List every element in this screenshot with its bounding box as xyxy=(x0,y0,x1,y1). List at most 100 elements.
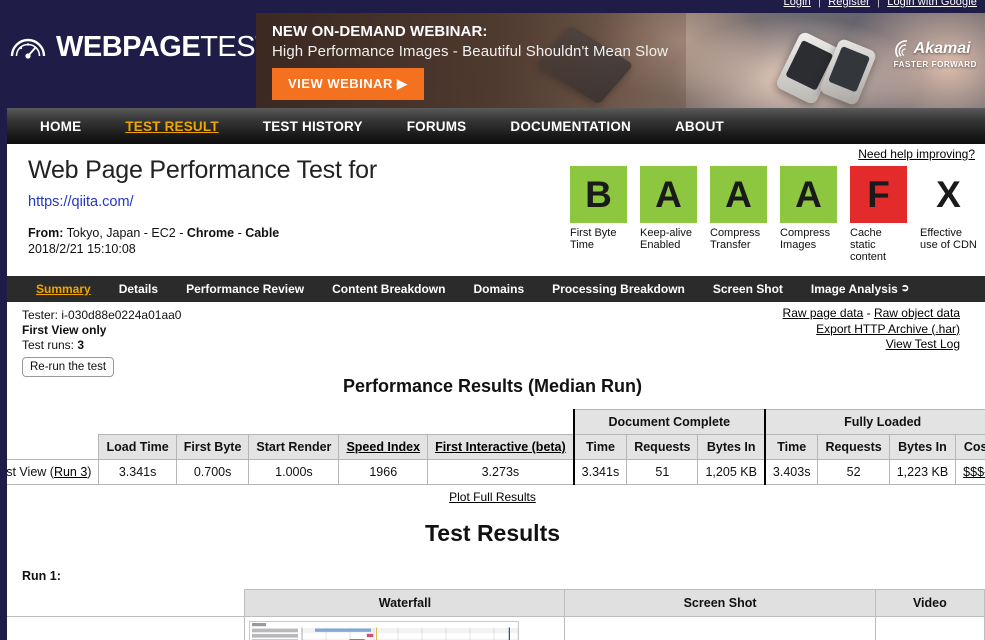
tab-performance-review[interactable]: Performance Review xyxy=(172,282,318,296)
grade-effective-use-of-cdn[interactable]: X Effective use of CDN xyxy=(920,166,977,263)
cell-fl-bytes-in: 1,223 KB xyxy=(888,459,957,485)
akamai-name: Akamai xyxy=(913,40,971,57)
view-test-log-link[interactable]: View Test Log xyxy=(885,337,960,351)
group-header-fully-loaded: Fully Loaded xyxy=(764,409,985,435)
col-cost: Cost xyxy=(955,434,985,460)
left-edge-rail xyxy=(0,0,7,640)
row-label-end: ) xyxy=(87,465,92,479)
export-http-archive-link[interactable]: Export HTTP Archive (.har) xyxy=(816,321,960,336)
nav-item-about[interactable]: ABOUT xyxy=(674,118,724,134)
tab-domains[interactable]: Domains xyxy=(459,282,538,296)
banner-headline: NEW ON-DEMAND WEBINAR: xyxy=(272,23,488,40)
raw-page-data-link[interactable]: Raw page data xyxy=(782,306,864,320)
screenshot-cell[interactable] xyxy=(564,616,876,640)
banner-copy: NEW ON-DEMAND WEBINAR: High Performance … xyxy=(272,23,668,60)
page-title: Web Page Performance Test for xyxy=(28,156,378,184)
cell-speed-index: 1966 xyxy=(338,459,429,485)
tab-label: Details xyxy=(118,282,159,296)
first-view-only-line: First View only xyxy=(22,323,985,338)
tab-image-analysis[interactable]: Image Analysis ➲ xyxy=(797,282,923,296)
grade-cache-static-content[interactable]: F Cache static content xyxy=(850,166,907,263)
spacer-cell xyxy=(339,410,428,435)
external-link-icon: ➲ xyxy=(900,283,910,294)
site-logo[interactable]: WEBPAGETEST xyxy=(8,30,273,64)
export-har-row: Export HTTP Archive (.har) xyxy=(783,322,960,338)
cost-link[interactable]: $$$-- xyxy=(963,465,985,479)
raw-object-data-link[interactable]: Raw object data xyxy=(873,306,960,320)
run-results-table: Waterfall Screen Shot Video xyxy=(0,589,985,640)
tester-line: Tester: i-030d88e0224a01aa0 xyxy=(22,308,985,323)
view-webinar-button[interactable]: VIEW WEBINAR ▶ xyxy=(272,68,424,100)
col-dc-bytes-in: Bytes In xyxy=(697,434,766,460)
sponsor-banner[interactable]: NEW ON-DEMAND WEBINAR: High Performance … xyxy=(256,13,985,108)
from-connection: Cable xyxy=(245,226,280,240)
tab-details[interactable]: Details xyxy=(105,282,172,296)
cell-first-interactive: 3.273s xyxy=(427,459,575,485)
grade-compress-images[interactable]: A Compress Images xyxy=(780,166,837,263)
test-runs-value: 3 xyxy=(77,338,85,352)
nav-item-home[interactable]: HOME xyxy=(40,118,82,134)
plot-full-results-row: Plot Full Results xyxy=(0,490,985,504)
tab-processing-breakdown[interactable]: Processing Breakdown xyxy=(538,282,699,296)
tested-url-link[interactable]: https://qiita.com/ xyxy=(28,194,134,210)
run-3-link[interactable]: Run 3 xyxy=(53,465,88,479)
raw-data-row: Raw page data - Raw object data xyxy=(783,306,960,322)
col-fl-bytes-in: Bytes In xyxy=(888,434,957,460)
tab-label: Summary xyxy=(36,282,91,296)
tab-summary[interactable]: Summary xyxy=(22,282,105,296)
re-run-test-button[interactable]: Re-run the test xyxy=(22,357,115,377)
link-separator-2: | xyxy=(877,0,881,8)
cell-cost[interactable]: $$$-- xyxy=(955,459,985,485)
tester-id: i-030d88e0224a01aa0 xyxy=(61,308,182,322)
video-cell[interactable] xyxy=(874,616,985,640)
tester-label: Tester: xyxy=(22,308,62,322)
speed-index-link[interactable]: Speed Index xyxy=(346,440,421,454)
tab-label: Processing Breakdown xyxy=(552,282,685,296)
group-header-document-complete: Document Complete xyxy=(572,409,766,435)
speedometer-icon xyxy=(10,38,46,59)
login-link[interactable]: Login xyxy=(783,0,811,8)
test-meta: Tester: i-030d88e0224a01aa0 First View o… xyxy=(0,302,985,377)
grade-keep-alive-enabled[interactable]: A Keep-alive Enabled xyxy=(640,166,697,263)
nav-item-forums[interactable]: FORUMS xyxy=(406,118,467,134)
col-dc-time: Time xyxy=(572,434,628,460)
cell-fl-time: 3.403s xyxy=(764,459,819,485)
test-location-line: From: Tokyo, Japan - EC2 - Chrome - Cabl… xyxy=(28,226,985,240)
waterfall-thumbnail[interactable] xyxy=(249,621,520,640)
nav-item-test-history[interactable]: TEST HISTORY xyxy=(262,118,363,134)
grade-compress-transfer[interactable]: A Compress Transfer xyxy=(710,166,767,263)
grade-letter: F xyxy=(850,166,907,223)
register-link[interactable]: Register xyxy=(828,0,870,8)
cell-dc-requests: 51 xyxy=(626,459,699,485)
raw-links-dash: - xyxy=(863,306,874,320)
first-interactive-link[interactable]: First Interactive (beta) xyxy=(435,440,566,454)
table-row: First View (Run 3) 3.341s 0.700s 1.000s … xyxy=(0,459,985,485)
col-first-interactive[interactable]: First Interactive (beta) xyxy=(427,434,575,460)
account-links: Login | Register | Login with Google xyxy=(783,0,977,8)
tab-content-breakdown[interactable]: Content Breakdown xyxy=(318,282,459,296)
tab-label: Image Analysis xyxy=(810,282,898,296)
col-video: Video xyxy=(874,589,985,617)
plot-full-results-link[interactable]: Plot Full Results xyxy=(449,490,536,504)
nav-item-test-result[interactable]: TEST RESULT xyxy=(125,118,219,134)
run-1-label: Run 1: xyxy=(22,569,61,583)
from-location: Tokyo, Japan - EC2 - xyxy=(63,226,187,240)
spacer-cell xyxy=(428,410,574,435)
waterfall-cell[interactable] xyxy=(244,616,566,640)
nav-item-documentation[interactable]: DOCUMENTATION xyxy=(510,118,631,134)
spacer-cell xyxy=(0,410,99,435)
main-navigation: HOME TEST RESULT TEST HISTORY FORUMS DOC… xyxy=(0,108,985,144)
col-dc-requests: Requests xyxy=(626,434,699,460)
login-with-google-link[interactable]: Login with Google xyxy=(887,0,977,8)
need-help-improving-link[interactable]: Need help improving? xyxy=(858,147,975,161)
tab-label: Screen Shot xyxy=(712,282,783,296)
performance-results-table: Document Complete Fully Loaded Load Time… xyxy=(0,409,985,485)
spacer-cell xyxy=(176,410,249,435)
grade-first-byte-time[interactable]: B First Byte Time xyxy=(570,166,627,263)
tab-screen-shot[interactable]: Screen Shot xyxy=(699,282,797,296)
from-browser: Chrome xyxy=(186,226,235,240)
grade-caption: Effective use of CDN xyxy=(920,227,977,251)
col-speed-index[interactable]: Speed Index xyxy=(338,434,429,460)
grade-letter: A xyxy=(640,166,697,223)
